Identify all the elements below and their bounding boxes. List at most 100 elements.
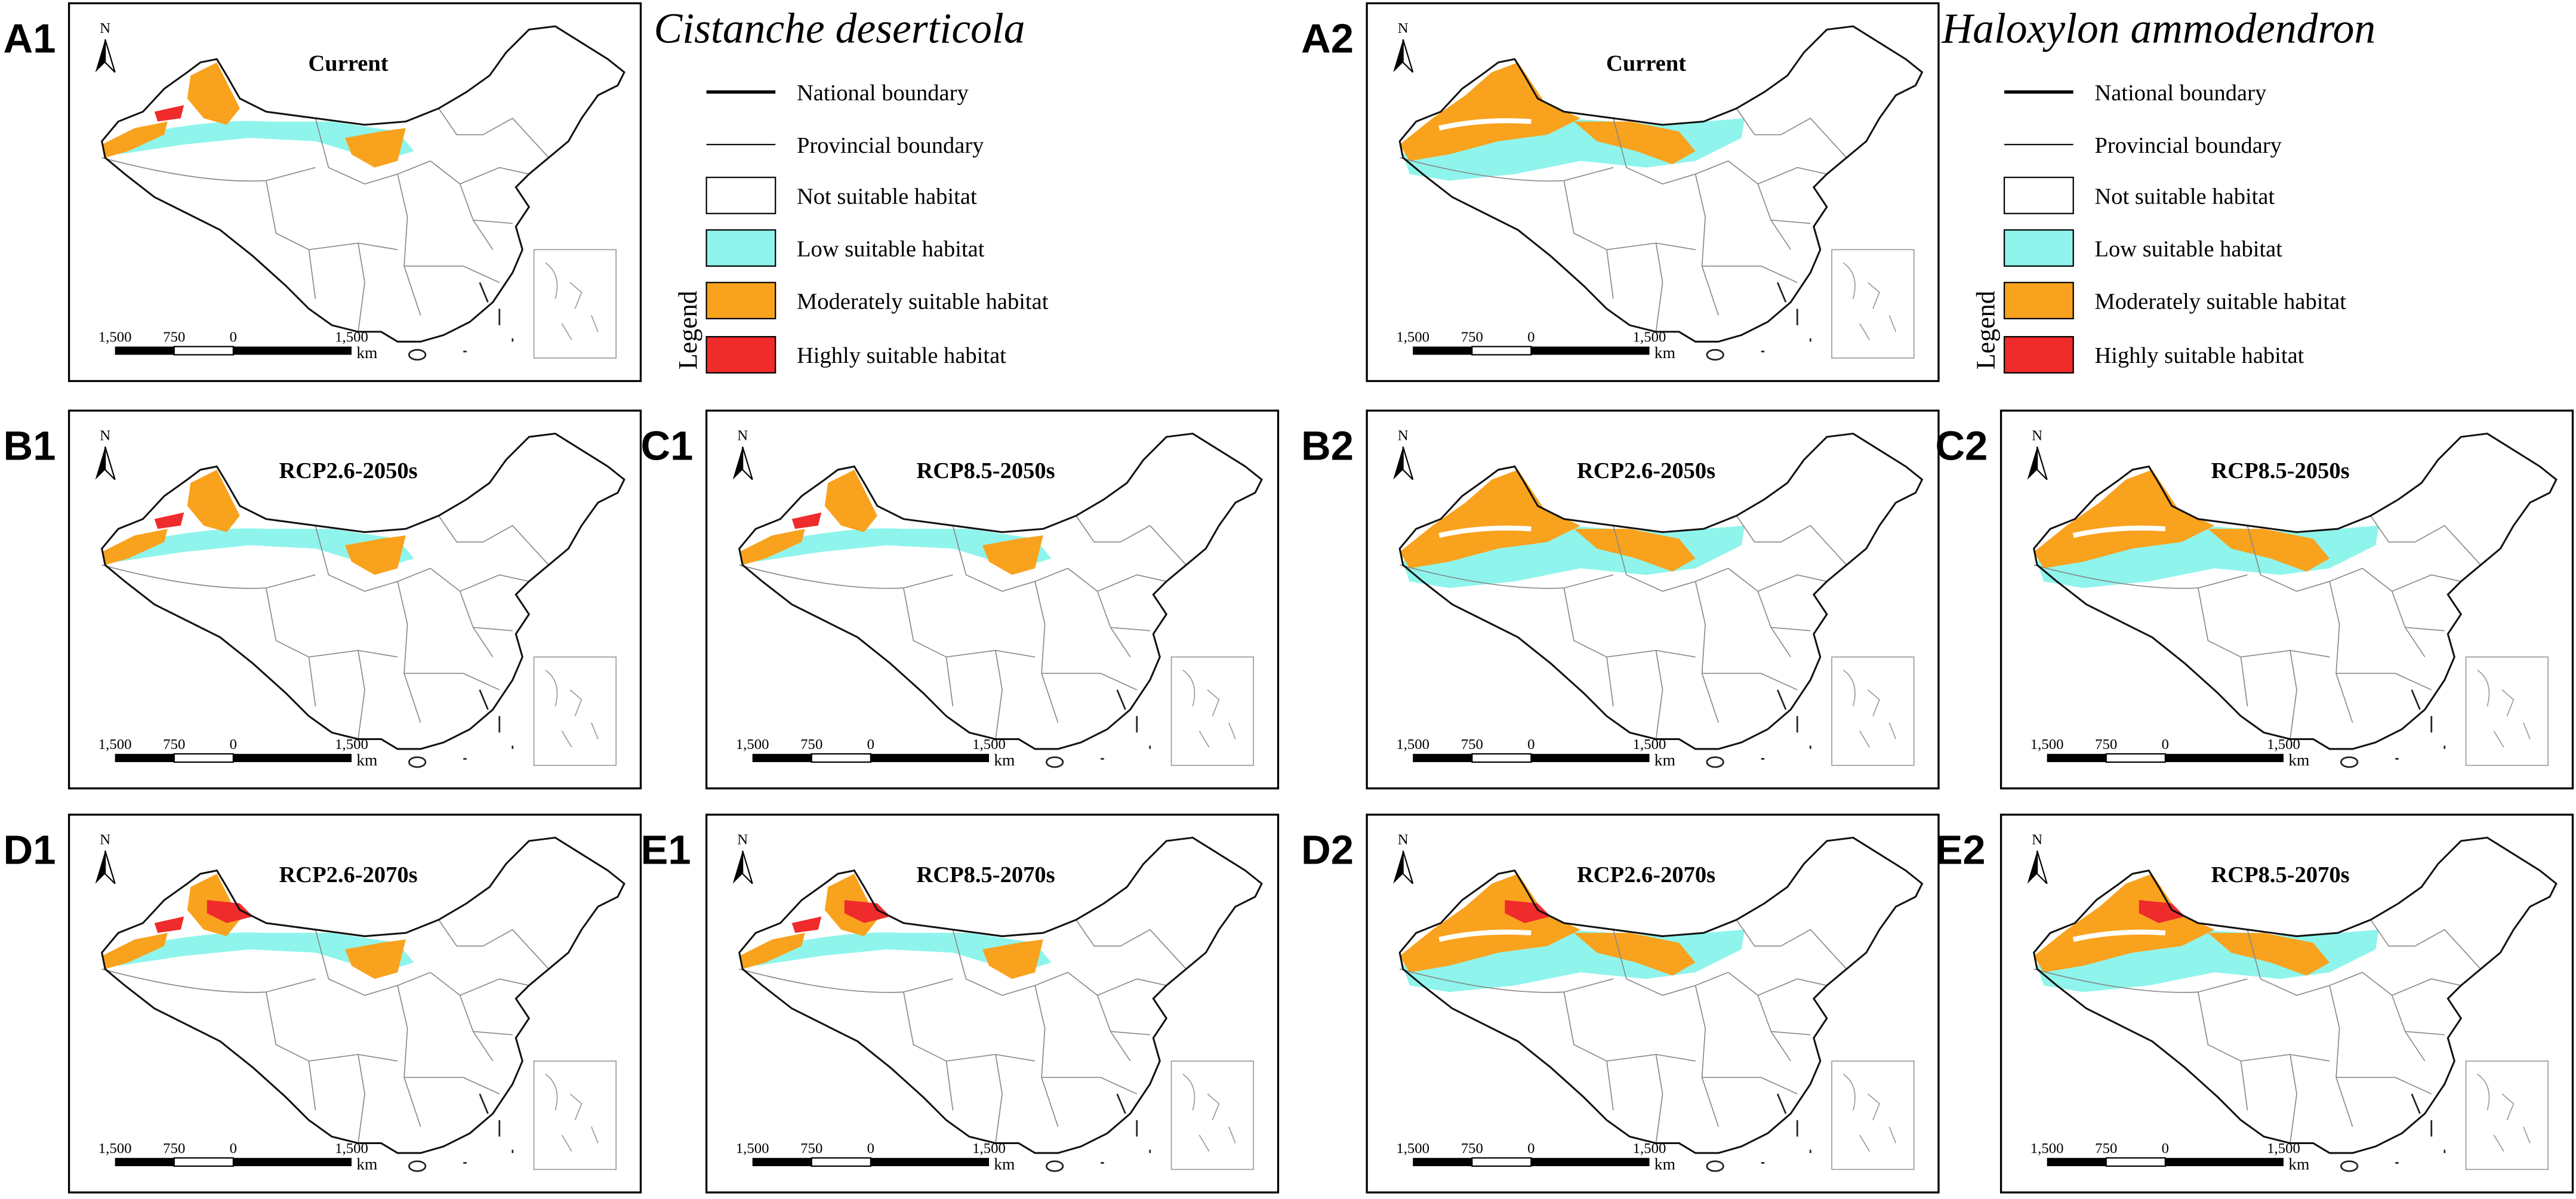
legend-label: Moderately suitable habitat [2095,289,2347,314]
legend-symbol [705,177,777,214]
scale-label: 1,500 [972,736,1006,753]
scale-label: 750 [1461,1141,1483,1157]
scale-label: 1,500 [2030,736,2064,753]
north-label: N [737,428,748,444]
scale-unit: km [356,343,377,362]
scale-label: 750 [163,329,185,345]
scale-label: 0 [230,329,237,345]
scale-bar [1412,753,1650,763]
legend-symbol [2004,336,2074,374]
scale-label: 0 [867,1141,874,1157]
legend-symbol [705,336,777,374]
scale-label: 0 [1527,329,1534,345]
legend-symbol [2004,177,2074,214]
scale-unit: km [1654,1154,1675,1173]
scale-unit: km [356,750,377,769]
scale-label: 750 [1461,329,1483,345]
scale-label: 750 [2095,1141,2117,1157]
legend-symbol [705,282,777,319]
scale-bar [2046,1157,2285,1167]
scale-label: 1,500 [736,1141,769,1157]
scale-label: 1,500 [98,1141,132,1157]
panel-label: B1 [4,423,56,469]
legend-label: Low suitable habitat [2095,236,2283,261]
scale-label: 1,500 [2267,736,2300,753]
legend-title: Legend [1971,291,2001,369]
scale-label: 1,500 [1633,329,1666,345]
panel-label: E1 [640,827,691,873]
panel-label: A1 [4,16,56,61]
legend-title: Legend [673,291,702,369]
scale-label: 1,500 [2267,1141,2300,1157]
scale-label: 750 [800,736,822,753]
north-label: N [2032,832,2042,848]
species-title: Cistanche deserticola [654,5,1025,53]
scale-label: 1,500 [98,329,132,345]
scale-bar [1412,1157,1650,1167]
scale-bar [114,1157,353,1167]
legend-label: Moderately suitable habitat [797,289,1049,314]
panel-title: RCP8.5-2050s [916,458,1055,483]
panel-title: RCP2.6-2050s [279,458,417,483]
panel-label: D1 [4,827,56,873]
scale-label: 0 [1527,736,1534,753]
scale-label: 1,500 [2030,1141,2064,1157]
scale-label: 750 [800,1141,822,1157]
scale-unit: km [1654,750,1675,769]
panel-label: D2 [1301,827,1354,873]
scale-label: 0 [867,736,874,753]
north-label: N [1398,832,1409,848]
panel-label: E2 [1936,827,1986,873]
scale-label: 0 [2162,1141,2169,1157]
legend-label: Not suitable habitat [2095,184,2275,209]
north-label: N [100,428,110,444]
scale-label: 1,500 [736,736,769,753]
panel-title: RCP8.5-2070s [2211,862,2349,887]
north-label: N [1398,20,1409,36]
north-label: N [100,832,110,848]
scale-label: 750 [163,736,185,753]
panel-title: Current [308,51,388,76]
scale-label: 1,500 [1396,736,1429,753]
scale-bar [114,346,353,356]
scale-label: 0 [2162,736,2169,753]
scale-label: 1,500 [972,1141,1006,1157]
legend-label: Low suitable habitat [797,236,985,261]
scale-unit: km [994,1154,1015,1173]
legend-symbol [705,229,777,267]
legend-label: Highly suitable habitat [797,343,1006,368]
panel-title: RCP8.5-2050s [2211,458,2349,483]
legend-label: Not suitable habitat [797,184,977,209]
panel-title: RCP2.6-2070s [279,862,417,887]
panel-label: C1 [640,423,693,469]
scale-label: 1,500 [98,736,132,753]
scale-unit: km [2288,1154,2309,1173]
panel-title: RCP2.6-2070s [1577,862,1715,887]
legend-label: National boundary [797,81,969,106]
legend-label: National boundary [2095,81,2267,106]
scale-unit: km [994,750,1015,769]
legend-label: Highly suitable habitat [2095,343,2304,368]
scale-label: 1,500 [1396,1141,1429,1157]
scale-label: 1,500 [1396,329,1429,345]
scale-bar [751,1157,990,1167]
scale-label: 1,500 [335,736,368,753]
panel-title: RCP2.6-2050s [1577,458,1715,483]
panel-title: Current [1606,51,1686,76]
panel-label: C2 [1936,423,1988,469]
panel-label: B2 [1301,423,1354,469]
scale-unit: km [2288,750,2309,769]
legend-symbol [2004,282,2074,319]
scale-unit: km [356,1154,377,1173]
scale-label: 0 [230,736,237,753]
scale-bar [114,753,353,763]
panel-title: RCP8.5-2070s [916,862,1055,887]
